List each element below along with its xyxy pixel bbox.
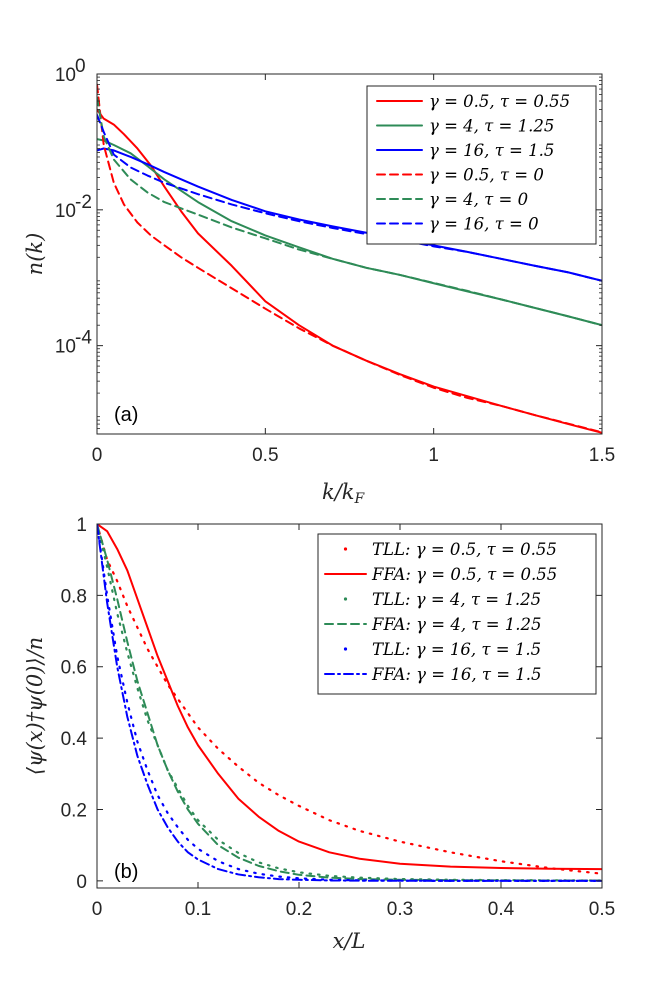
series-line-b-5 (97, 524, 602, 882)
svg-text:n(k): n(k) (23, 233, 47, 276)
y-tick-label-b: 0 (76, 872, 87, 893)
y-tick-exponent-a: -2 (75, 192, 92, 213)
ticks-b: 0 0.1 0.2 0.3 0.4 0.5 0 0.2 0.4 0.6 0.8 1 (61, 515, 616, 920)
legend-label-a-3: γ = 16, τ = 1.5 (429, 141, 554, 160)
axes-box-b (96, 523, 603, 889)
panel-b: 0 0.1 0.2 0.3 0.4 0.5 0 0.2 0.4 0.6 0.8 1 (b) x/L ⟨… (23, 515, 615, 953)
legend-label-a-1: γ = 0.5, τ = 0.55 (429, 92, 570, 111)
y-tick-label-b: 0.6 (61, 658, 87, 679)
x-tick-label-a: 1.5 (589, 445, 615, 466)
legend-label-a-6: γ = 16, τ = 0 (429, 215, 539, 234)
svg-text:⟨ψ(x)†ψ(0)⟩/n: ⟨ψ(x)†ψ(0)⟩/n (23, 637, 47, 775)
legend-label-b-3: TLL: γ = 4, τ = 1.25 (372, 590, 541, 609)
y-tick-label-b: 0.8 (61, 586, 87, 607)
legend-swatch-b-1 (343, 547, 348, 551)
legend-label-a-2: γ = 4, τ = 1.25 (429, 117, 554, 136)
series-line-a-5 (97, 96, 602, 327)
x-tick-label-b: 0.4 (488, 899, 515, 920)
x-tick-label-b: 0.5 (589, 899, 615, 920)
y-tick-label-b: 0.2 (61, 800, 87, 821)
series-group-a (97, 83, 602, 434)
x-axis-label-a: k/kF (322, 480, 366, 507)
x-tick-label-a: 0 (92, 445, 103, 466)
series-line-b-2 (97, 524, 602, 871)
series-line-b-6 (97, 524, 602, 882)
x-tick-label-b: 0.3 (387, 899, 413, 920)
legend-box-a (366, 85, 597, 245)
x-tick-label-a: 0.5 (252, 445, 278, 466)
x-tick-label-a: 1 (428, 445, 439, 466)
legend-label-b-2: FFA: γ = 0.5, τ = 0.55 (371, 565, 557, 584)
panel-label-b: (b) (114, 861, 138, 883)
legend-label-a-5: γ = 4, τ = 0 (429, 190, 528, 209)
y-tick-exponent-a: 0 (75, 56, 86, 77)
y-axis-label-a: n(k) (23, 233, 47, 276)
x-axis-label-b: x/L (333, 929, 366, 953)
series-line-b-1 (97, 524, 602, 875)
y-tick-label-a: 10 (55, 65, 76, 86)
series-line-a-6 (97, 113, 602, 282)
x-tick-label-b: 0.1 (185, 899, 211, 920)
panel-label-a: (a) (114, 404, 138, 426)
y-tick-label-b: 0.4 (61, 729, 88, 750)
x-tick-label-b: 0 (92, 899, 103, 920)
legend-swatch-b-5 (343, 647, 348, 651)
legend-label-b-4: FFA: γ = 4, τ = 1.25 (371, 615, 542, 634)
series-group-b (97, 524, 602, 882)
legend-label-b-1: TLL: γ = 0.5, τ = 0.55 (372, 540, 557, 559)
legend-label-a-4: γ = 0.5, τ = 0 (429, 166, 544, 185)
legend-label-b-5: TLL: γ = 16, τ = 1.5 (372, 640, 541, 659)
legend-b: TLL: γ = 0.5, τ = 0.55 FFA: γ = 0.5, τ = … (317, 533, 597, 695)
svg-text:k/kF: k/kF (322, 480, 366, 507)
y-tick-exponent-a: -4 (75, 328, 92, 349)
y-tick-label-a: 10 (55, 201, 76, 222)
legend-swatch-b-3 (343, 597, 348, 601)
legend-a: γ = 0.5, τ = 0.55 γ = 4, τ = 1.25 γ = 16, … (366, 85, 597, 245)
y-axis-label-b: ⟨ψ(x)†ψ(0)⟩/n (23, 637, 47, 775)
axes-box-a (96, 73, 603, 435)
series-line-a-4 (97, 83, 602, 434)
y-tick-label-a: 10 (55, 337, 76, 358)
legend-box-b (317, 533, 597, 695)
y-tick-label-b: 1 (76, 515, 87, 536)
x-tick-label-b: 0.2 (286, 899, 312, 920)
legend-label-b-6: FFA: γ = 16, τ = 1.5 (371, 665, 542, 684)
